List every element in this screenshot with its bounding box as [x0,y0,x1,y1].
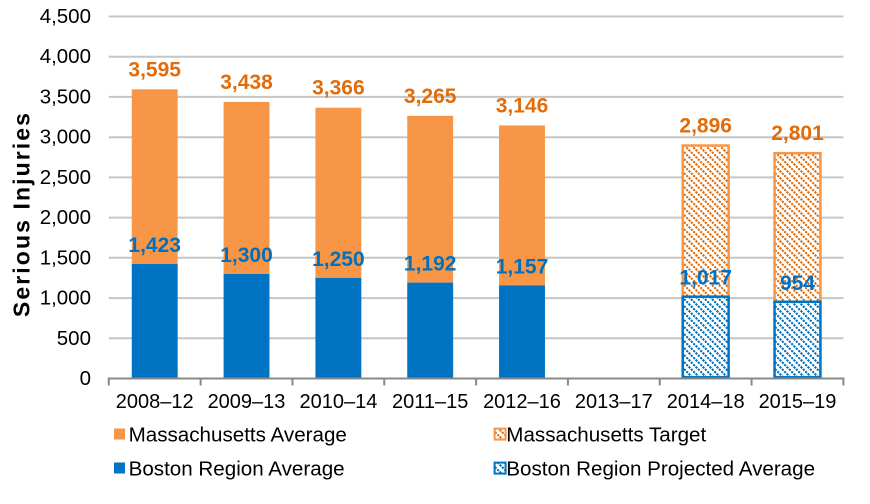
svg-text:3,500: 3,500 [40,85,91,108]
svg-text:2009–13: 2009–13 [208,391,286,413]
svg-text:3,438: 3,438 [220,71,273,94]
svg-text:Massachusetts Average: Massachusetts Average [129,424,347,447]
svg-text:2,000: 2,000 [40,206,91,229]
svg-text:1,500: 1,500 [40,246,91,269]
svg-text:1,000: 1,000 [40,287,91,310]
svg-text:3,366: 3,366 [312,77,365,100]
svg-text:2,896: 2,896 [679,115,732,138]
svg-text:1,250: 1,250 [312,248,365,271]
svg-text:4,000: 4,000 [40,45,91,68]
svg-text:3,000: 3,000 [40,126,91,149]
svg-text:3,265: 3,265 [404,85,457,108]
svg-text:3,146: 3,146 [496,94,549,117]
svg-text:0: 0 [80,367,91,390]
svg-text:1,192: 1,192 [404,253,457,276]
svg-text:2,500: 2,500 [40,166,91,189]
svg-text:Serious Injuries: Serious Injuries [9,111,35,317]
svg-text:2,801: 2,801 [771,122,824,145]
svg-text:2012–16: 2012–16 [483,391,561,413]
svg-text:954: 954 [780,272,815,295]
svg-text:1,300: 1,300 [220,244,273,267]
svg-text:2008–12: 2008–12 [116,391,194,413]
svg-text:4,500: 4,500 [40,5,91,28]
svg-text:1,157: 1,157 [496,255,549,278]
svg-text:2010–14: 2010–14 [299,391,377,413]
svg-text:500: 500 [57,327,91,350]
svg-text:Boston Region Average: Boston Region Average [129,458,345,481]
svg-text:2011–15: 2011–15 [392,391,468,413]
svg-text:2014–18: 2014–18 [667,391,745,413]
svg-text:Massachusetts Target: Massachusetts Target [506,424,706,447]
svg-text:1,423: 1,423 [128,234,181,257]
svg-text:3,595: 3,595 [128,58,181,81]
svg-text:Boston Region Projected Averag: Boston Region Projected Average [506,458,815,481]
svg-text:1,017: 1,017 [679,267,732,290]
svg-text:2013–17: 2013–17 [575,391,653,413]
svg-text:2015–19: 2015–19 [759,391,837,413]
